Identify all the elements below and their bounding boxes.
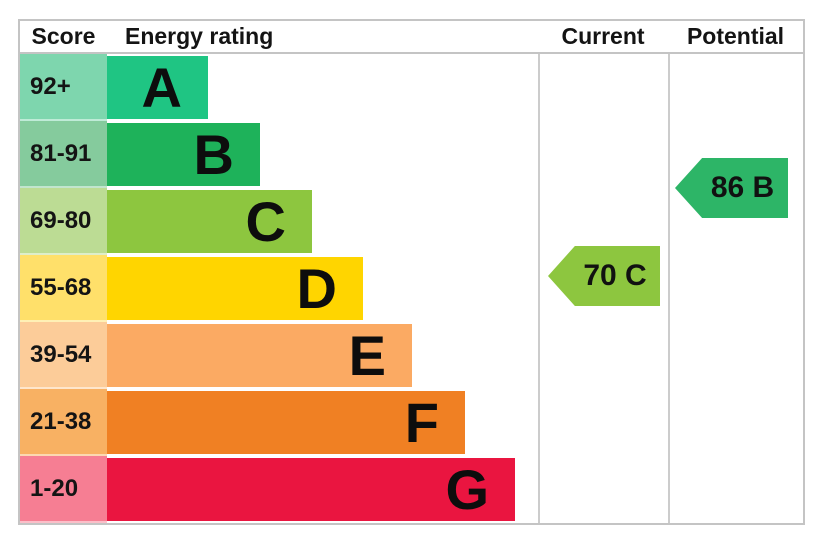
- score-cell: 81-91: [20, 121, 107, 188]
- current-column-divider: [538, 54, 540, 523]
- rating-bar: A: [107, 56, 208, 119]
- score-range-label: 1-20: [30, 475, 79, 502]
- epc-rating-chart: Score Energy rating Current Potential 1-…: [18, 19, 805, 525]
- grade-letter: C: [245, 190, 286, 253]
- rating-band-row: 55-68 D: [20, 255, 803, 322]
- chart-header-row: Score Energy rating Current Potential: [20, 21, 803, 54]
- rating-band-row: 92+ A: [20, 54, 803, 121]
- rating-bar: B: [107, 123, 260, 186]
- grade-letter: D: [296, 257, 337, 320]
- score-cell: 39-54: [20, 322, 107, 389]
- rating-band-row: 69-80 C: [20, 188, 803, 255]
- grade-letter: E: [348, 324, 386, 387]
- grade-letter: A: [141, 56, 182, 119]
- rating-band-row: 1-20 G: [20, 456, 803, 523]
- score-cell: 92+: [20, 54, 107, 121]
- rating-band-row: 81-91 B: [20, 121, 803, 188]
- score-range-label: 39-54: [30, 341, 92, 368]
- header-potential: Potential: [686, 23, 785, 49]
- score-cell: 1-20: [20, 456, 107, 523]
- score-range-label: 69-80: [30, 207, 92, 234]
- potential-column-divider: [668, 54, 670, 523]
- grade-letter: F: [404, 391, 439, 454]
- rating-bar: D: [107, 257, 363, 320]
- score-range-label: 81-91: [30, 140, 92, 167]
- chart-body: 1-20 G 21-38 F 39-54 E 55-68 D 69-80 C: [20, 54, 803, 523]
- score-range-label: 21-38: [30, 408, 92, 435]
- rating-band-row: 21-38 F: [20, 389, 803, 456]
- header-energy-rating: Energy rating: [125, 23, 274, 49]
- header-current: Current: [561, 23, 645, 49]
- rating-band-row: 39-54 E: [20, 322, 803, 389]
- current-rating-arrow: 70 C: [548, 246, 660, 306]
- score-range-label: 92+: [30, 73, 71, 100]
- grade-letter: G: [445, 458, 489, 521]
- score-range-label: 55-68: [30, 274, 92, 301]
- score-cell: 21-38: [20, 389, 107, 456]
- potential-rating-arrow: 86 B: [675, 158, 788, 218]
- rating-bar: G: [107, 458, 515, 521]
- rating-bar: C: [107, 190, 312, 253]
- rating-bar: F: [107, 391, 465, 454]
- current-rating-label: 70 C: [583, 259, 647, 292]
- rating-bar: E: [107, 324, 412, 387]
- potential-rating-label: 86 B: [710, 171, 775, 204]
- header-score: Score: [31, 23, 96, 49]
- score-cell: 69-80: [20, 188, 107, 255]
- score-cell: 55-68: [20, 255, 107, 322]
- grade-letter: B: [193, 123, 234, 186]
